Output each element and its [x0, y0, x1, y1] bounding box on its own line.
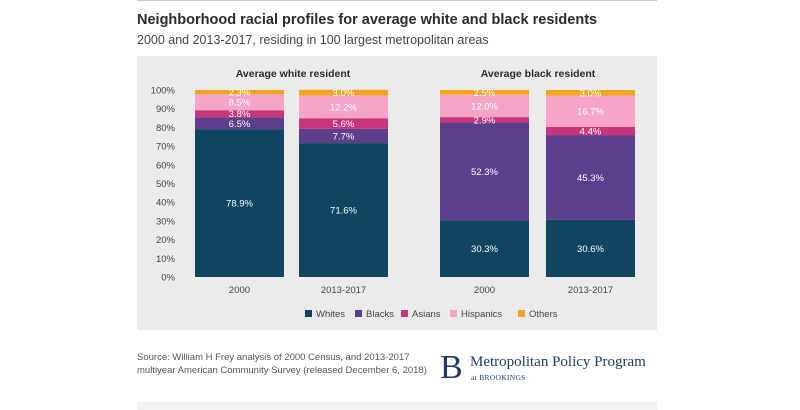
- bar-segment-blacks: [440, 122, 529, 221]
- bar-segment-others: [195, 90, 284, 95]
- bottom-strip: [137, 402, 657, 410]
- chart-subtitle: 2000 and 2013-2017, residing in 100 larg…: [137, 33, 489, 47]
- x-tick-label: 2000: [229, 285, 250, 296]
- y-tick-label: 40%: [156, 198, 176, 209]
- chart-panel: 0% 10% 20% 30% 40% 50% 60% 70% 80% 90% 100% Average…: [137, 56, 657, 330]
- data-label: 3.8%: [229, 109, 251, 120]
- data-label: 5.6%: [333, 119, 355, 130]
- bar-segment-hispanics: [299, 95, 388, 119]
- data-label: 6.5%: [229, 119, 251, 130]
- y-tick-label: 60%: [156, 160, 176, 171]
- bar-segment-others: [299, 89, 388, 96]
- y-tick-label: 100%: [151, 86, 176, 97]
- bar-segment-asians: [195, 110, 284, 118]
- bar-segment-hispanics: [440, 94, 529, 118]
- legend-swatch-blacks: [355, 310, 362, 317]
- bar-segment-hispanics: [546, 95, 635, 127]
- bar-segment-hispanics: [195, 94, 284, 111]
- logo-mark: B: [440, 349, 463, 386]
- y-tick-label: 0%: [161, 273, 175, 284]
- bar-segment-whites: [195, 129, 284, 277]
- stacked-bar-chart: 0% 10% 20% 30% 40% 50% 60% 70% 80% 90% 100% Average…: [151, 68, 635, 320]
- x-tick-label: 2013-2017: [568, 285, 613, 296]
- legend-swatch-others: [518, 310, 525, 317]
- bar-segment-whites: [440, 220, 529, 277]
- legend-label: Hispanics: [461, 309, 502, 320]
- y-tick-label: 30%: [156, 216, 176, 227]
- y-tick-label: 50%: [156, 179, 176, 190]
- bar-segment-asians: [299, 118, 388, 129]
- panel-title: Average black resident: [481, 68, 596, 80]
- bar-segment-blacks: [195, 117, 284, 130]
- legend-swatch-hispanics: [450, 310, 457, 317]
- data-label: 52.3%: [471, 167, 498, 178]
- data-label: 7.7%: [333, 131, 355, 142]
- data-label: 71.6%: [330, 206, 357, 217]
- bar-segment-blacks: [299, 128, 388, 144]
- data-label: 2.3%: [229, 88, 251, 99]
- bar-segment-others: [440, 90, 529, 95]
- x-tick-label: 2013-2017: [321, 285, 366, 296]
- y-tick-label: 90%: [156, 104, 176, 115]
- source-note: Source: William H Frey analysis of 2000 …: [137, 352, 427, 376]
- data-label: 16.7%: [577, 107, 604, 118]
- y-tick-label: 70%: [156, 142, 176, 153]
- x-tick-label: 2000: [474, 285, 495, 296]
- data-label: 3.0%: [333, 88, 355, 99]
- bar-segment-asians: [440, 117, 529, 123]
- legend-label: Blacks: [366, 309, 394, 320]
- data-label: 78.9%: [226, 199, 253, 210]
- top-rule: [137, 0, 657, 1]
- y-tick-label: 80%: [156, 123, 176, 134]
- data-label: 30.3%: [471, 244, 498, 255]
- data-label: 30.6%: [577, 244, 604, 255]
- legend-swatch-whites: [305, 310, 312, 317]
- data-label: 12.2%: [330, 102, 357, 113]
- data-label: 4.4%: [580, 126, 602, 137]
- data-label: 8.5%: [229, 98, 251, 109]
- bar-segment-blacks: [546, 135, 635, 220]
- data-label: 45.3%: [577, 173, 604, 184]
- panel-title: Average white resident: [236, 68, 351, 80]
- data-label: 2.9%: [474, 115, 496, 126]
- bar-segment-whites: [299, 143, 388, 277]
- data-label: 12.0%: [471, 101, 498, 112]
- data-label: 2.5%: [474, 88, 496, 99]
- legend-label: Asians: [412, 309, 441, 320]
- data-label: 3.0%: [580, 88, 602, 99]
- y-tick-label: 10%: [156, 254, 176, 265]
- bar-segment-whites: [546, 219, 635, 277]
- y-tick-label: 20%: [156, 235, 176, 246]
- chart-title: Neighborhood racial profiles for average…: [137, 12, 598, 28]
- brookings-logo: B Metropolitan Policy Program at BROOKIN…: [440, 349, 660, 391]
- legend-label: Whites: [316, 309, 345, 320]
- legend-swatch-asians: [401, 310, 408, 317]
- logo-name: Metropolitan Policy Program: [470, 354, 646, 370]
- legend-label: Others: [529, 309, 558, 320]
- bar-segment-asians: [546, 126, 635, 136]
- bar-segment-others: [546, 90, 635, 96]
- logo-sub: at BROOKINGS: [471, 373, 526, 382]
